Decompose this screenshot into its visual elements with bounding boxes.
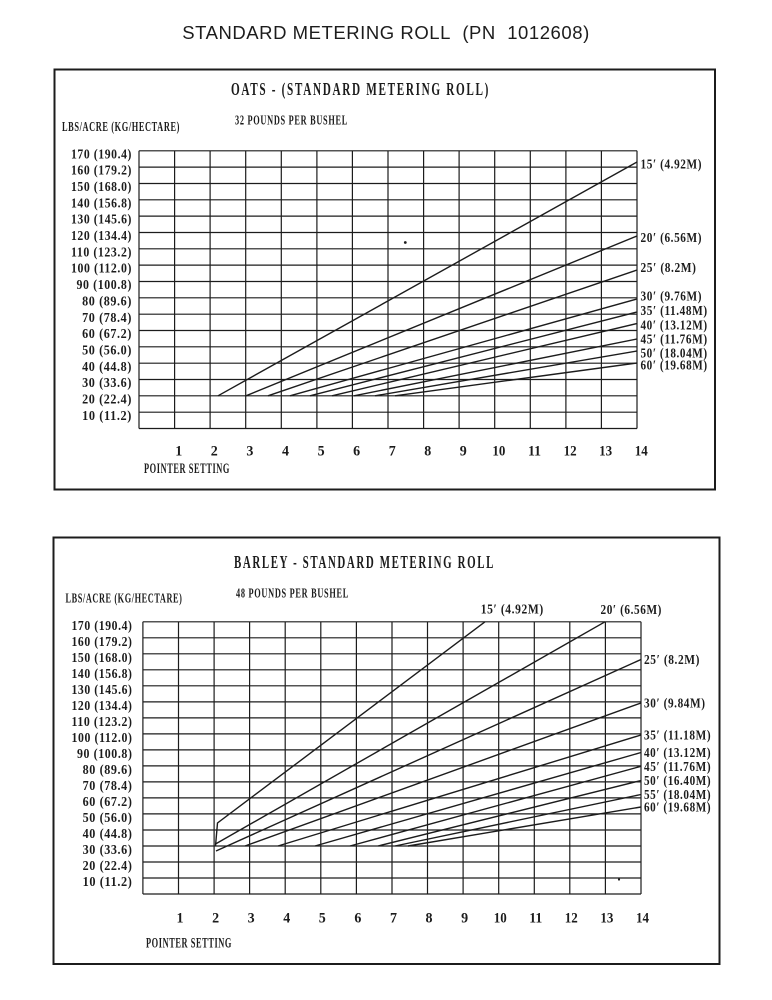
svg-text:40 (44.8): 40 (44.8) xyxy=(82,360,132,375)
svg-text:12: 12 xyxy=(564,443,577,460)
svg-text:11: 11 xyxy=(528,443,541,460)
svg-text:3: 3 xyxy=(246,443,253,460)
svg-text:10: 10 xyxy=(492,443,505,460)
svg-text:140 (156.8): 140 (156.8) xyxy=(71,196,132,211)
svg-text:32 POUNDS PER BUSHEL: 32 POUNDS PER BUSHEL xyxy=(235,114,348,129)
svg-text:25′ (8.2M): 25′ (8.2M) xyxy=(641,260,697,275)
svg-text:120 (134.4): 120 (134.4) xyxy=(71,229,132,244)
svg-text:OATS - (STANDARD METERING ROLL: OATS - (STANDARD METERING ROLL) xyxy=(231,79,490,99)
svg-text:25′ (8.2M): 25′ (8.2M) xyxy=(644,652,700,667)
svg-text:45′ (11.76M): 45′ (11.76M) xyxy=(644,759,711,774)
svg-text:20 (22.4): 20 (22.4) xyxy=(82,392,132,407)
svg-text:40′ (13.12M): 40′ (13.12M) xyxy=(641,318,708,333)
svg-text:70 (78.4): 70 (78.4) xyxy=(83,779,133,794)
svg-text:45′ (11.76M): 45′ (11.76M) xyxy=(641,331,708,346)
svg-text:50′ (18.04M): 50′ (18.04M) xyxy=(641,346,708,361)
svg-text:35′ (11.48M): 35′ (11.48M) xyxy=(641,303,708,318)
svg-text:7: 7 xyxy=(390,910,397,927)
svg-text:150 (168.0): 150 (168.0) xyxy=(72,651,133,666)
svg-text:11: 11 xyxy=(529,910,542,927)
svg-text:130 (145.6): 130 (145.6) xyxy=(71,213,132,228)
svg-text:1: 1 xyxy=(177,910,184,927)
svg-text:13: 13 xyxy=(599,443,612,460)
svg-text:55′ (18.04M): 55′ (18.04M) xyxy=(644,787,711,802)
svg-text:170 (190.4): 170 (190.4) xyxy=(72,619,133,634)
svg-text:60′ (19.68M): 60′ (19.68M) xyxy=(641,357,708,372)
svg-text:2: 2 xyxy=(212,910,219,927)
svg-text:14: 14 xyxy=(635,443,648,460)
svg-text:90 (100.8): 90 (100.8) xyxy=(77,278,133,293)
svg-text:30′ (9.84M): 30′ (9.84M) xyxy=(644,696,706,711)
svg-text:40′ (13.12M): 40′ (13.12M) xyxy=(644,745,711,760)
svg-text:6: 6 xyxy=(354,910,361,927)
svg-text:80 (89.6): 80 (89.6) xyxy=(82,294,132,309)
svg-text:150 (168.0): 150 (168.0) xyxy=(71,180,132,195)
svg-text:20 (22.4): 20 (22.4) xyxy=(83,859,133,874)
svg-text:BARLEY - STANDARD METERING ROL: BARLEY - STANDARD METERING ROLL xyxy=(234,552,495,572)
svg-text:20′ (6.56M): 20′ (6.56M) xyxy=(601,602,663,617)
svg-text:14: 14 xyxy=(636,910,649,927)
svg-text:48 POUNDS PER BUSHEL: 48 POUNDS PER BUSHEL xyxy=(236,587,349,602)
svg-text:4: 4 xyxy=(282,443,289,460)
svg-text:110 (123.2): 110 (123.2) xyxy=(72,715,133,730)
svg-text:8: 8 xyxy=(424,443,431,460)
svg-text:50 (56.0): 50 (56.0) xyxy=(83,811,133,826)
svg-text:35′ (11.18M): 35′ (11.18M) xyxy=(644,728,711,743)
svg-text:7: 7 xyxy=(389,443,396,460)
svg-text:LBS/ACRE (KG/HECTARE): LBS/ACRE (KG/HECTARE) xyxy=(66,592,183,607)
svg-text:15′ (4.92M): 15′ (4.92M) xyxy=(641,156,703,171)
svg-text:13: 13 xyxy=(600,910,613,927)
svg-text:60′ (19.68M): 60′ (19.68M) xyxy=(644,800,711,815)
svg-text:10 (11.2): 10 (11.2) xyxy=(82,409,132,424)
svg-text:160 (179.2): 160 (179.2) xyxy=(72,635,133,650)
svg-text:50′ (16.40M): 50′ (16.40M) xyxy=(644,773,711,788)
svg-text:90 (100.8): 90 (100.8) xyxy=(77,747,133,762)
svg-text:30′ (9.76M): 30′ (9.76M) xyxy=(641,289,703,304)
svg-text:9: 9 xyxy=(460,443,467,460)
svg-text:70 (78.4): 70 (78.4) xyxy=(82,311,132,326)
svg-text:10 (11.2): 10 (11.2) xyxy=(83,875,133,890)
svg-text:120 (134.4): 120 (134.4) xyxy=(72,699,133,714)
svg-text:9: 9 xyxy=(461,910,468,927)
svg-text:130 (145.6): 130 (145.6) xyxy=(72,683,133,698)
svg-text:3: 3 xyxy=(248,910,255,927)
svg-text:30 (33.6): 30 (33.6) xyxy=(83,843,133,858)
svg-text:8: 8 xyxy=(426,910,433,927)
svg-text:12: 12 xyxy=(565,910,578,927)
svg-text:6: 6 xyxy=(353,443,360,460)
svg-text:140 (156.8): 140 (156.8) xyxy=(72,667,133,682)
svg-text:POINTER SETTING: POINTER SETTING xyxy=(146,936,232,952)
svg-text:POINTER SETTING: POINTER SETTING xyxy=(144,461,230,477)
svg-text:10: 10 xyxy=(494,910,507,927)
svg-text:LBS/ACRE (KG/HECTARE): LBS/ACRE (KG/HECTARE) xyxy=(62,120,180,135)
svg-text:5: 5 xyxy=(319,910,326,927)
svg-text:2: 2 xyxy=(211,443,218,460)
svg-text:1: 1 xyxy=(175,443,182,460)
svg-text:100 (112.0): 100 (112.0) xyxy=(71,262,132,277)
svg-text:160 (179.2): 160 (179.2) xyxy=(71,164,132,179)
svg-text:110 (123.2): 110 (123.2) xyxy=(71,245,132,260)
svg-text:60 (67.2): 60 (67.2) xyxy=(82,327,132,342)
svg-text:80 (89.6): 80 (89.6) xyxy=(83,763,133,778)
svg-text:60 (67.2): 60 (67.2) xyxy=(83,795,133,810)
svg-text:5: 5 xyxy=(318,443,325,460)
svg-text:30 (33.6): 30 (33.6) xyxy=(82,376,132,391)
svg-text:40 (44.8): 40 (44.8) xyxy=(83,827,133,842)
svg-text:20′ (6.56M): 20′ (6.56M) xyxy=(641,230,703,245)
svg-text:170 (190.4): 170 (190.4) xyxy=(71,147,132,162)
svg-text:15′ (4.92M): 15′ (4.92M) xyxy=(481,602,544,617)
svg-text:4: 4 xyxy=(283,910,290,927)
svg-text:100 (112.0): 100 (112.0) xyxy=(72,731,133,746)
svg-text:50 (56.0): 50 (56.0) xyxy=(82,343,132,358)
